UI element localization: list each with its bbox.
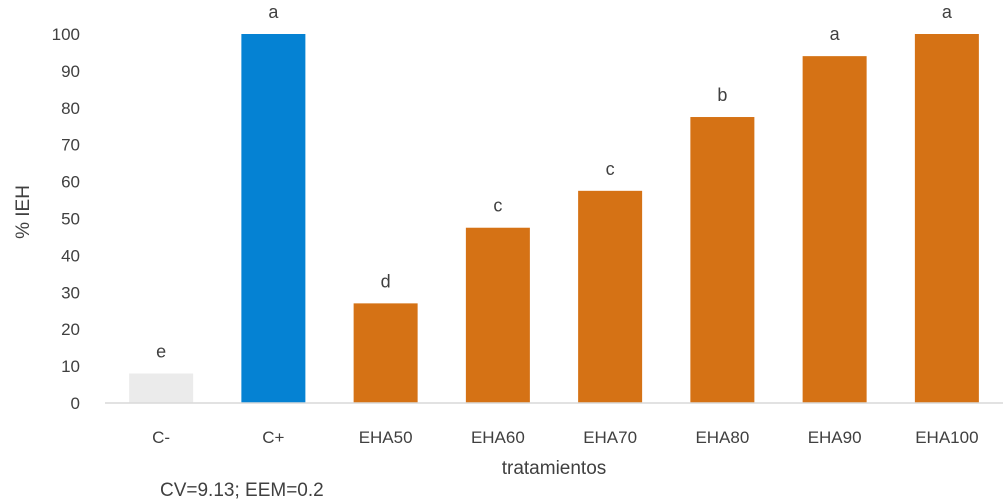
y-tick-label: 70: [61, 136, 80, 155]
y-tick-label: 30: [61, 283, 80, 302]
statistics-note: CV=9.13; EEM=0.2: [160, 480, 324, 500]
bar-cminus: [129, 373, 194, 403]
bar-letter-label: a: [942, 2, 953, 22]
bar-letter-label: a: [830, 24, 841, 44]
y-tick-label: 50: [61, 210, 80, 229]
bar-eha80: [690, 117, 755, 404]
bar-letter-label: c: [606, 159, 615, 179]
x-tick-label: EHA50: [359, 428, 413, 447]
x-tick-label: EHA70: [583, 428, 637, 447]
bar-eha50: [353, 303, 418, 403]
bar-letter-label: e: [156, 341, 166, 361]
bar-eha100: [914, 34, 979, 403]
bar-letter-label: d: [381, 271, 391, 291]
bar-letter-label: b: [717, 85, 727, 105]
bar-cplus: [241, 34, 306, 403]
bar-letter-label: a: [268, 2, 279, 22]
bar-eha70: [578, 190, 643, 403]
bar-letter-labels: e a d c c b a a: [156, 2, 953, 361]
x-axis-title: tratamientos: [502, 458, 607, 479]
bar-eha90: [802, 56, 867, 403]
y-tick-label: 80: [61, 99, 80, 118]
x-tick-label: C-: [152, 428, 170, 447]
y-tick-label: 100: [52, 25, 80, 44]
x-tick-label: EHA90: [808, 428, 862, 447]
x-tick-label: EHA80: [695, 428, 749, 447]
y-tick-label: 60: [61, 173, 80, 192]
bar-letter-label: c: [493, 196, 502, 216]
y-axis-title: % IEH: [13, 185, 34, 239]
x-axis-ticks: C- C+ EHA50 EHA60 EHA70 EHA80 EHA90 EHA100: [152, 428, 978, 447]
y-tick-label: 90: [61, 62, 80, 81]
bar-eha60: [465, 227, 530, 403]
y-tick-label: 0: [71, 394, 80, 413]
y-tick-label: 20: [61, 320, 80, 339]
y-tick-label: 10: [61, 357, 80, 376]
y-axis-ticks: 0 10 20 30 40 50 60 70 80 90 100: [52, 25, 80, 413]
bars: [129, 34, 979, 404]
x-tick-label: EHA60: [471, 428, 525, 447]
x-tick-label: C+: [262, 428, 284, 447]
y-tick-label: 40: [61, 246, 80, 265]
x-tick-label: EHA100: [915, 428, 978, 447]
